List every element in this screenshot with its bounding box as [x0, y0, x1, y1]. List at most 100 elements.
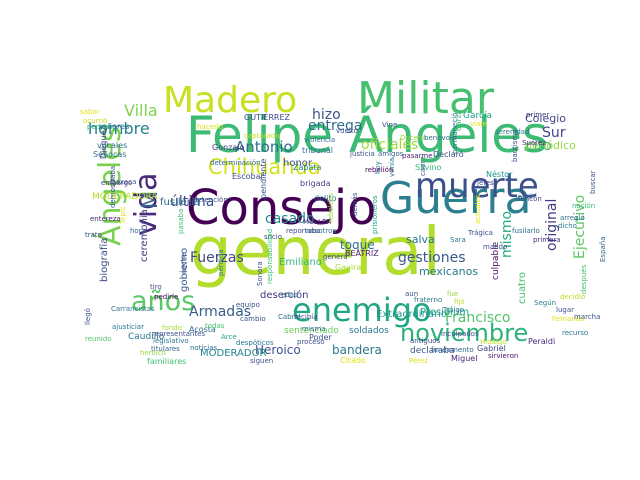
cloud-word: delito	[314, 193, 337, 203]
cloud-word: fusilería	[160, 197, 200, 208]
cloud-word: Garza	[455, 110, 463, 132]
cloud-word: hoy	[374, 161, 382, 175]
cloud-word: Gonzalo	[212, 142, 245, 152]
cloud-word: ceremonia	[139, 209, 150, 262]
cloud-word: justicia	[350, 150, 375, 159]
cloud-word: equipo	[236, 301, 260, 310]
cloud-word: oficiales	[361, 136, 419, 153]
cloud-word: entereza	[90, 215, 121, 224]
cloud-word: Según	[534, 299, 557, 308]
cloud-word: pedirle	[154, 293, 179, 302]
cloud-word: inculpados	[441, 330, 479, 339]
cloud-word: señores	[98, 121, 130, 131]
cloud-word: hacerlo	[197, 123, 223, 132]
cloud-word: trato	[85, 231, 102, 240]
cloud-word: viaje	[470, 120, 487, 129]
cloud-word: Heroico	[255, 343, 301, 358]
cloud-word: arregló	[560, 214, 585, 223]
cloud-word: edad	[281, 291, 299, 300]
cloud-word: gestiones	[398, 249, 466, 266]
cloud-word: Chihuahua	[208, 155, 321, 180]
cloud-word: brigada	[300, 178, 331, 188]
cloud-word: Hidalgo	[480, 338, 507, 347]
cloud-word: Vine	[382, 121, 398, 130]
cloud-word: pérdida	[217, 249, 225, 277]
cloud-word: Néstor	[486, 169, 513, 179]
cloud-word: tribunal	[302, 145, 333, 155]
cloud-word: Fernando	[552, 315, 585, 324]
cloud-word: Presidium	[420, 307, 470, 318]
cloud-word: Colegio	[525, 112, 567, 126]
cloud-word: despóticos	[236, 339, 274, 348]
cloud-word: Miguel	[451, 353, 478, 363]
cloud-word: bandera	[332, 343, 382, 358]
cloud-word: pasaba	[177, 208, 185, 235]
cloud-word: Madero	[163, 80, 298, 122]
cloud-word: cambio	[240, 315, 266, 324]
cloud-word: cuatro	[517, 272, 528, 304]
cloud-word: familiares	[147, 356, 187, 366]
cloud-word: soldados	[349, 325, 389, 336]
cloud-word: Gabriel	[477, 343, 506, 353]
cloud-word: pendiente	[259, 158, 268, 199]
cloud-word: Guerra	[380, 172, 532, 224]
cloud-word: casado	[265, 210, 315, 227]
cloud-word: sirvieron	[488, 352, 519, 361]
cloud-word: Consejo	[186, 179, 377, 236]
cloud-word: Caudillo	[128, 331, 165, 342]
cloud-word: genera	[323, 253, 348, 262]
cloud-word: rebelión	[365, 166, 394, 175]
cloud-word: recurso	[562, 329, 589, 338]
cloud-word: MODERADORA	[92, 191, 158, 202]
cloud-word: servil	[514, 193, 533, 202]
cloud-word: Decena	[400, 134, 427, 143]
cloud-word: fundamento	[431, 346, 474, 355]
cloud-word: capturado	[244, 132, 280, 141]
cloud-word: periódico	[525, 139, 576, 153]
cloud-word: fondo	[162, 324, 182, 333]
cloud-word: hombre	[88, 119, 150, 139]
cloud-word: cito	[526, 137, 552, 154]
cloud-word: fusilarlo	[512, 227, 540, 236]
cloud-word: ajusticiar	[112, 323, 144, 332]
cloud-word: sabor	[80, 108, 100, 117]
cloud-word: Cabral	[278, 313, 301, 322]
cloud-word: entrega	[308, 117, 363, 134]
cloud-word: embargo	[101, 179, 133, 188]
cloud-word: antiguos	[410, 337, 441, 346]
cloud-word: detención	[193, 196, 228, 205]
cloud-word: Antonio	[235, 138, 293, 156]
cloud-word: general	[190, 213, 441, 291]
cloud-word: vuelto	[336, 127, 358, 136]
cloud-word: declaraba	[410, 345, 455, 356]
cloud-word: Armadas	[189, 303, 252, 320]
cloud-word: Trágica	[468, 229, 493, 238]
cloud-word: Tepic	[119, 206, 127, 225]
cloud-word: muerte	[415, 165, 539, 206]
cloud-word: después	[580, 265, 588, 295]
cloud-word: García	[463, 110, 492, 121]
cloud-word: hora	[130, 227, 146, 236]
cloud-word: honor	[283, 158, 313, 169]
cloud-word: rebeldes	[327, 193, 335, 224]
cloud-word: Extraordinario	[376, 309, 448, 320]
cloud-word: Tráigo	[443, 306, 465, 315]
cloud-word: misma	[302, 325, 326, 334]
cloud-word: Gavira	[335, 262, 362, 272]
cloud-word: toque	[340, 238, 375, 253]
cloud-word: nosotros	[306, 227, 337, 236]
cloud-word: marcha	[574, 313, 601, 322]
cloud-word: amigos	[378, 150, 404, 159]
cloud-word: determinación	[210, 159, 261, 168]
cloud-word: socio	[264, 233, 283, 242]
cloud-word: jefes	[477, 179, 494, 188]
cloud-word: Suárez	[522, 139, 546, 148]
cloud-word: demostraba	[109, 166, 117, 209]
cloud-word: Militar	[357, 72, 494, 124]
cloud-word: noticias	[190, 344, 218, 353]
cloud-word: caer	[419, 161, 427, 177]
cloud-word: Escobar	[232, 171, 264, 181]
cloud-word: mexicanos	[419, 265, 479, 279]
cloud-word: Declaró	[433, 149, 464, 159]
cloud-word: años	[131, 286, 196, 318]
